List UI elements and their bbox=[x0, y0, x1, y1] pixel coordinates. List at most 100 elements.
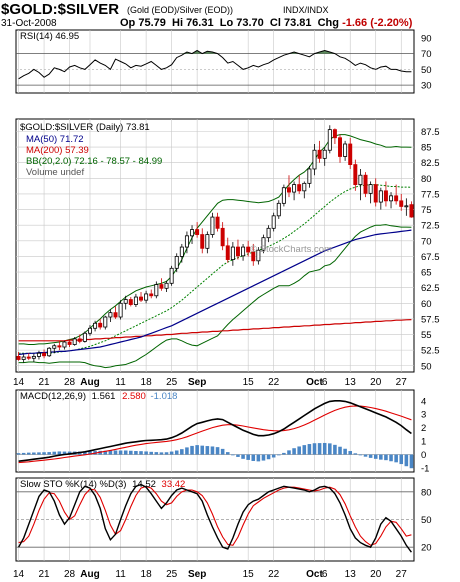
candle bbox=[88, 325, 92, 336]
candle bbox=[149, 289, 154, 299]
y-tick-label: 4 bbox=[421, 396, 426, 407]
candle bbox=[72, 337, 77, 346]
candle bbox=[241, 243, 246, 261]
candle-body bbox=[261, 237, 266, 251]
chart-date: 31-Oct-2008 bbox=[1, 18, 57, 29]
candle bbox=[287, 175, 291, 198]
candle bbox=[230, 242, 235, 266]
change-value: -1.66 (-2.20%) bbox=[342, 17, 413, 29]
macd-hist-bar bbox=[123, 450, 128, 455]
macd-hist-bar bbox=[32, 452, 36, 455]
macd-hist-bar bbox=[231, 454, 235, 456]
macd-hist-bar bbox=[373, 454, 378, 459]
x-tick-label: 13 bbox=[345, 569, 357, 580]
candle-body bbox=[26, 356, 31, 359]
macd-hist-bar bbox=[26, 452, 31, 455]
candle-body bbox=[368, 184, 373, 194]
candle-body bbox=[363, 174, 368, 194]
open-value: 75.79 bbox=[138, 17, 166, 29]
macd-hist-bar bbox=[236, 454, 240, 457]
candle bbox=[235, 239, 240, 260]
sto-legend-d: 33.42 bbox=[162, 479, 186, 490]
y-tick-label: 50 bbox=[421, 361, 432, 372]
candle-body bbox=[322, 149, 327, 159]
candle-body bbox=[389, 195, 394, 202]
macd-legend-signal: 2.580 bbox=[122, 391, 146, 402]
candle bbox=[103, 315, 108, 330]
x-tick-label: 13 bbox=[345, 377, 357, 388]
candle-body bbox=[57, 345, 62, 348]
macd-hist-bar bbox=[368, 454, 373, 458]
candle-body bbox=[179, 246, 184, 257]
candle bbox=[67, 339, 72, 348]
macd-hist-bar bbox=[379, 454, 383, 460]
macd-hist-bar bbox=[134, 451, 138, 455]
x-tick-label: Oct bbox=[306, 569, 323, 580]
candle-body bbox=[16, 355, 21, 360]
x-tick-label: 20 bbox=[370, 377, 382, 388]
x-tick-label: 18 bbox=[141, 377, 153, 388]
sto-legend-k: 14.52 bbox=[132, 479, 156, 490]
candle bbox=[123, 295, 128, 310]
candle bbox=[133, 293, 138, 308]
high-value: 76.31 bbox=[186, 17, 214, 29]
x-tick-label: 15 bbox=[243, 377, 255, 388]
candle-body bbox=[62, 341, 67, 348]
svg-text:Slow STO %K(14) %D(3) 14: Slow STO %K(14) %D(3) 14.52 33.42 bbox=[20, 479, 185, 490]
y-tick-label: 30 bbox=[421, 81, 432, 92]
macd-hist-bar bbox=[404, 454, 409, 467]
candle-body bbox=[281, 187, 286, 204]
watermark: © StockCharts.com bbox=[250, 244, 332, 255]
legend-bb: BB(20,2.0) 72.16 - 78.57 - 84.99 bbox=[26, 156, 162, 167]
macd-legend-hist: -1.018 bbox=[150, 391, 177, 402]
candle-body bbox=[317, 149, 322, 159]
x-tick-label: Aug bbox=[80, 377, 99, 388]
candle-body bbox=[358, 174, 363, 185]
low-value: 73.70 bbox=[236, 17, 264, 29]
candle bbox=[98, 318, 103, 330]
candle-body bbox=[103, 316, 108, 328]
macd-hist-bar bbox=[190, 445, 194, 455]
y-tick-label: 80 bbox=[421, 174, 432, 185]
candle-body bbox=[154, 284, 159, 297]
ohlc-readout: Op 75.79 Hi 76.31 Lo 73.70 Cl 73.81 Chg … bbox=[120, 17, 412, 29]
candle-body bbox=[174, 256, 179, 269]
candle-body bbox=[169, 267, 174, 284]
candle-body bbox=[399, 200, 404, 207]
candle bbox=[276, 200, 281, 219]
macd-hist-bar bbox=[302, 445, 307, 455]
candle-body bbox=[210, 216, 215, 235]
candle bbox=[389, 192, 394, 209]
candle bbox=[113, 306, 118, 319]
macd-hist-bar bbox=[297, 446, 301, 455]
candle-body bbox=[195, 229, 200, 235]
candle-body bbox=[42, 352, 47, 357]
x-tick-label: 27 bbox=[396, 569, 408, 580]
candle-body bbox=[312, 149, 317, 170]
y-tick-label: 3 bbox=[421, 410, 426, 421]
price-title: $GOLD:$SILVER (Daily) 73.81 bbox=[20, 122, 150, 133]
candle-body bbox=[144, 293, 149, 301]
candle bbox=[256, 247, 261, 265]
macd-legend-label: MACD(12,26,9) bbox=[20, 391, 86, 402]
candle-body bbox=[82, 332, 87, 342]
macd-hist-bar bbox=[210, 446, 215, 455]
macd-hist-bar bbox=[21, 452, 26, 455]
candle bbox=[348, 137, 353, 169]
candle-body bbox=[383, 190, 388, 202]
x-tick-label: 14 bbox=[13, 377, 25, 388]
rsi-legend: RSI(14) 46.95 bbox=[20, 31, 79, 42]
macd-hist-bar bbox=[180, 449, 184, 455]
bb-mid-line bbox=[18, 184, 412, 354]
macd-hist-bar bbox=[333, 444, 337, 455]
macd-hist-bar bbox=[149, 451, 154, 455]
macd-signal-line bbox=[18, 405, 412, 464]
candle bbox=[210, 212, 215, 238]
change-label: Chg bbox=[317, 17, 339, 29]
candle-body bbox=[31, 355, 36, 359]
candle bbox=[128, 297, 133, 307]
macd-hist-bar bbox=[312, 443, 317, 455]
candle bbox=[190, 225, 195, 244]
candle bbox=[297, 175, 302, 194]
candle bbox=[281, 184, 286, 207]
